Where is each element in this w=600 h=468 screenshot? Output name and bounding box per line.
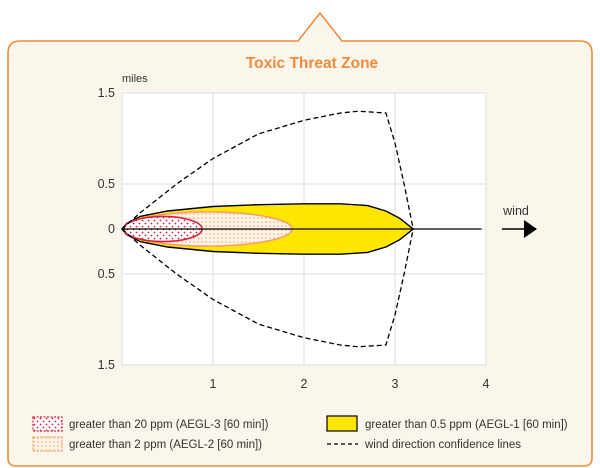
legend-label-aegl3: greater than 20 ppm (AEGL-3 [60 min]) — [69, 419, 269, 431]
y-tick-label: 0 — [108, 222, 115, 236]
zone-layer — [121, 110, 482, 348]
legend-label-aegl2: greater than 2 ppm (AEGL-2 [60 min]) — [69, 439, 262, 451]
confidence-line-lower — [121, 228, 414, 348]
legend-label-aegl1: greater than 0.5 ppm (AEGL-1 [60 min]) — [365, 419, 568, 431]
wind-label: wind — [502, 204, 529, 218]
chart-title: Toxic Threat Zone — [246, 55, 379, 72]
x-tick-label: 3 — [392, 377, 399, 391]
y-unit-label: miles — [122, 73, 148, 85]
legend-swatch-aegl2 — [32, 436, 63, 452]
y-tick-label: 0.5 — [98, 177, 115, 191]
legend-label-confidence: wind direction confidence lines — [364, 439, 521, 451]
confidence-line-upper — [121, 110, 414, 230]
axis-labels: 1 2 3 4 1.5 0.5 0 0.5 1.5 — [98, 86, 490, 391]
y-tick-label: 1.5 — [98, 86, 115, 100]
y-tick-label: 1.5 — [98, 358, 115, 372]
x-tick-label: 2 — [301, 377, 308, 391]
wind-arrow-icon — [524, 220, 537, 238]
x-tick-label: 1 — [210, 377, 217, 391]
legend-swatch-aegl1 — [326, 415, 358, 432]
x-tick-label: 4 — [483, 377, 490, 391]
legend-swatch-aegl3 — [32, 416, 63, 432]
y-tick-label: 0.5 — [98, 267, 115, 281]
